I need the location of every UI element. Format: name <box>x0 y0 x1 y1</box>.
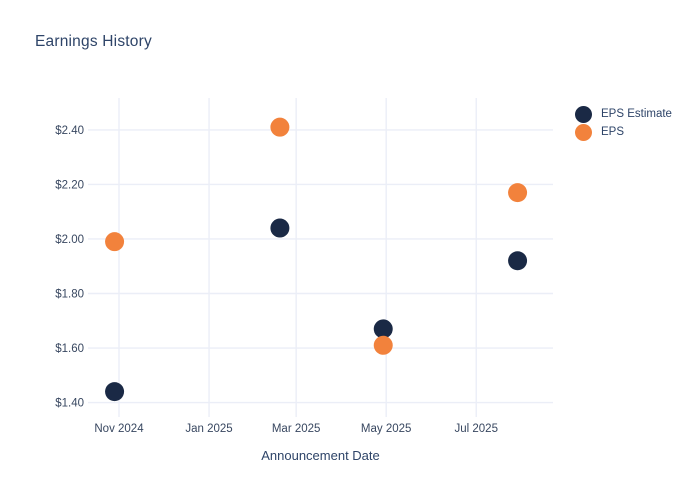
point-eps-0[interactable] <box>105 232 125 252</box>
y-tick-label-3: $2.00 <box>55 234 84 246</box>
point-eps-estimate-3[interactable] <box>508 251 528 271</box>
point-eps-estimate-2[interactable] <box>373 319 393 339</box>
chart-title: Earnings History <box>35 33 152 50</box>
y-tick-label-5: $2.40 <box>55 125 84 137</box>
x-tick-label-4: Jul 2025 <box>454 423 497 435</box>
point-eps-estimate-0[interactable] <box>105 382 125 402</box>
y-tick-label-1: $1.60 <box>55 343 84 355</box>
x-tick-label-0: Nov 2024 <box>94 423 144 435</box>
legend-item-eps[interactable]: EPS <box>575 123 672 141</box>
point-eps-1[interactable] <box>270 117 290 137</box>
x-tick-label-3: May 2025 <box>361 423 412 435</box>
eps-estimate-dot-icon <box>575 105 592 123</box>
point-eps-estimate-1[interactable] <box>270 218 290 238</box>
x-axis-title: Announcement Date <box>261 448 380 463</box>
y-tick-label-0: $1.40 <box>55 398 84 410</box>
legend: EPS Estimate EPS <box>575 105 672 141</box>
point-eps-2[interactable] <box>373 335 393 355</box>
x-tick-label-2: Mar 2025 <box>272 423 321 435</box>
legend-label-eps: EPS <box>601 126 625 138</box>
x-tick-label-1: Jan 2025 <box>185 423 232 435</box>
point-eps-3[interactable] <box>508 183 528 203</box>
y-tick-label-4: $2.20 <box>55 179 84 191</box>
y-tick-label-2: $1.80 <box>55 288 84 300</box>
eps-dot-icon <box>575 123 592 141</box>
legend-item-eps-estimate[interactable]: EPS Estimate <box>575 105 672 123</box>
legend-label-eps-estimate: EPS Estimate <box>601 108 672 120</box>
